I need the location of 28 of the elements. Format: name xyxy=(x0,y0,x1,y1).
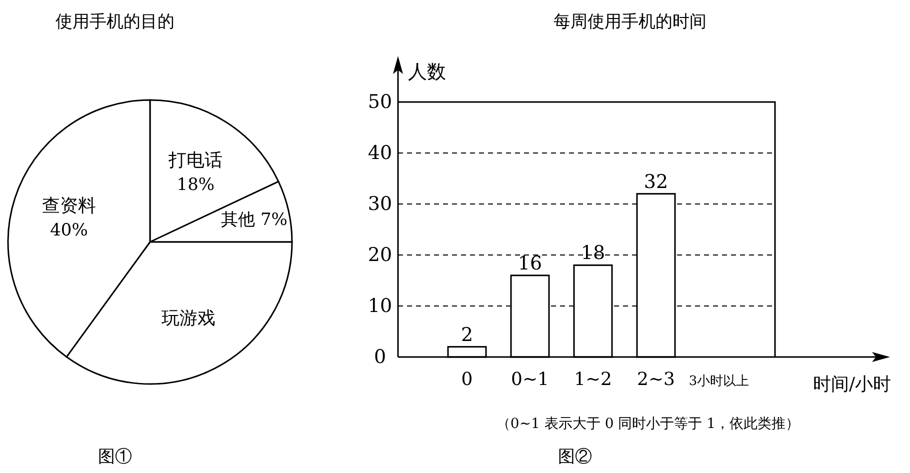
data-label: 18 xyxy=(580,242,606,264)
text: （0~1 表示大于 0 同时小于等于 1，依此类推） xyxy=(496,416,800,432)
y-tick-label: 40 xyxy=(368,142,392,164)
y-tick-label: 0 xyxy=(374,346,386,368)
chart-title: 每周使用手机的时间 xyxy=(554,12,706,32)
slice-label: 玩游戏 xyxy=(162,308,216,329)
data-label: 32 xyxy=(644,170,668,193)
data-label: 40% xyxy=(50,220,88,241)
y-tick-label: 50 xyxy=(368,91,392,113)
text: 图① xyxy=(98,447,132,467)
y-tick-label: 30 xyxy=(368,193,392,215)
y-axis-title: 人数 xyxy=(408,61,446,83)
y-tick-label: 10 xyxy=(368,295,392,317)
x-axis-title: 时间/小时 xyxy=(812,374,892,395)
x-tick-label: 3小时以上 xyxy=(688,374,750,389)
x-tick-label: 2~3 xyxy=(637,369,675,390)
slice-label: 查资料 xyxy=(42,196,96,217)
slice-label: 其他 7% xyxy=(221,210,288,230)
slice-label: 打电话 xyxy=(168,150,223,172)
data-label: 18% xyxy=(176,175,215,196)
chart-title: 使用手机的目的 xyxy=(56,12,174,32)
data-label: 2 xyxy=(460,324,474,346)
data-label: 16 xyxy=(518,252,542,274)
text: 图② xyxy=(558,447,592,467)
x-tick-label: 0 xyxy=(461,369,473,390)
y-tick-label: 20 xyxy=(368,244,392,266)
x-tick-label: 0~1 xyxy=(511,369,549,390)
x-tick-label: 1~2 xyxy=(574,369,612,390)
